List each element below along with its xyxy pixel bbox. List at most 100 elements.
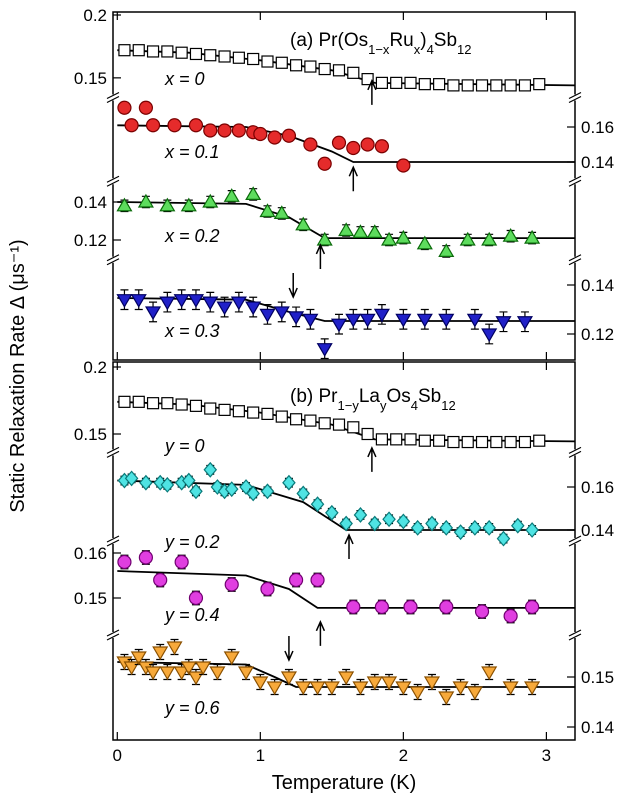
axis-break-gap <box>107 632 119 638</box>
x-tick-label: 3 <box>542 746 551 765</box>
marker <box>189 47 203 61</box>
y-tick-label: 0.16 <box>581 478 614 497</box>
y-axis-title: Static Relaxation Rate Δ (μs⁻¹) <box>7 239 29 512</box>
marker <box>375 433 389 446</box>
panel-title: (a) Pr(Os1−xRux)4Sb12 <box>290 30 472 57</box>
axis-break-gap <box>569 178 581 185</box>
marker <box>159 197 176 212</box>
marker <box>304 414 317 427</box>
title-part: Ru <box>389 30 413 51</box>
marker <box>309 681 326 696</box>
marker <box>218 403 231 416</box>
marker <box>490 435 503 449</box>
marker <box>259 308 276 323</box>
marker <box>289 413 303 426</box>
marker <box>481 666 498 681</box>
marker <box>375 76 389 89</box>
marker <box>261 55 274 68</box>
marker <box>139 474 153 491</box>
marker <box>374 139 390 154</box>
y-tick-label: 0.14 <box>581 153 614 172</box>
marker <box>346 599 361 615</box>
marker <box>425 515 439 532</box>
x-tick-label: 2 <box>399 746 408 765</box>
marker <box>223 188 240 202</box>
marker <box>395 229 412 244</box>
axis-break <box>106 254 120 266</box>
marker <box>153 572 168 588</box>
axis-break-gap <box>569 449 581 456</box>
marker <box>502 228 519 242</box>
marker <box>339 515 353 532</box>
marker <box>433 434 446 447</box>
arrow <box>367 446 377 472</box>
marker <box>173 666 190 681</box>
marker <box>202 193 219 208</box>
marker <box>159 296 176 311</box>
marker <box>224 481 239 498</box>
arrow <box>315 243 326 269</box>
marker <box>180 661 197 676</box>
panel-title: (b) Pr1−yLayOs4Sb12 <box>290 386 456 413</box>
marker <box>533 78 546 91</box>
series-label: x = 0.2 <box>164 226 220 246</box>
series-label: x = 0.3 <box>164 321 220 341</box>
title-part: 1−x <box>368 42 390 57</box>
marker <box>203 123 218 138</box>
marker <box>361 427 374 441</box>
marker <box>280 671 297 686</box>
marker <box>438 243 455 257</box>
y-tick-label: 0.16 <box>74 544 107 563</box>
marker <box>475 435 489 449</box>
axis-break-gap <box>107 178 119 185</box>
marker <box>390 433 403 446</box>
marker <box>504 79 517 92</box>
marker <box>495 316 512 330</box>
marker <box>452 681 469 696</box>
marker <box>146 397 160 410</box>
marker <box>124 118 139 133</box>
marker <box>117 554 132 570</box>
axis-break <box>568 535 582 547</box>
y-tick-label: 0.2 <box>83 358 107 377</box>
marker <box>409 686 426 701</box>
marker <box>259 203 276 218</box>
marker <box>331 135 347 150</box>
marker <box>118 395 131 408</box>
marker <box>496 530 511 547</box>
marker <box>503 608 518 624</box>
marker <box>338 222 355 237</box>
y-tick-label: 0.15 <box>74 425 107 444</box>
marker <box>395 681 412 696</box>
plot-frame <box>112 361 576 741</box>
marker <box>524 599 540 615</box>
marker <box>332 418 346 431</box>
axis-break <box>568 446 582 458</box>
marker <box>410 519 425 536</box>
marker <box>475 79 489 92</box>
marker <box>159 666 176 681</box>
marker <box>260 483 275 500</box>
marker <box>325 504 339 521</box>
marker <box>247 406 260 419</box>
marker <box>438 313 455 328</box>
axis-break <box>568 175 582 187</box>
plot-frame <box>112 11 576 361</box>
title-part: 12 <box>441 398 455 413</box>
marker <box>302 313 319 328</box>
marker <box>310 572 325 588</box>
marker <box>245 301 262 316</box>
title-part: 4 <box>427 42 434 57</box>
marker <box>253 126 268 142</box>
marker <box>203 461 218 478</box>
marker <box>332 64 346 77</box>
marker <box>524 229 541 244</box>
marker <box>175 398 188 411</box>
marker <box>447 435 460 449</box>
marker <box>439 599 454 615</box>
marker <box>281 128 297 143</box>
marker <box>288 311 305 326</box>
marker <box>204 49 217 62</box>
marker <box>296 485 311 502</box>
axis-break-gap <box>569 538 581 544</box>
